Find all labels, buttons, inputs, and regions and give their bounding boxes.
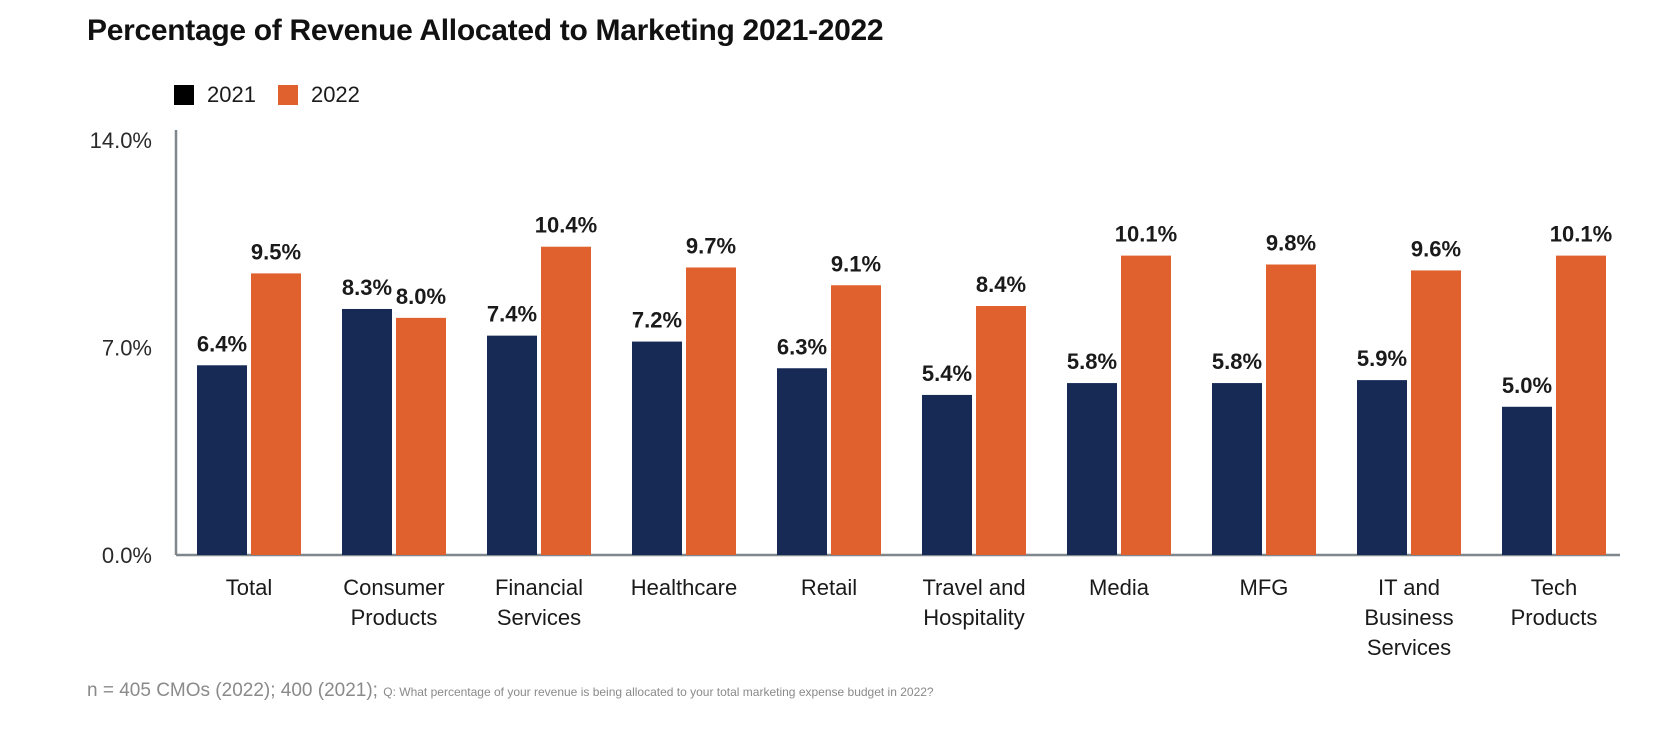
data-label-2021: 5.0% bbox=[1502, 373, 1552, 398]
bar-2021 bbox=[922, 394, 972, 555]
x-tick-label: Retail bbox=[801, 575, 857, 600]
data-label-2022: 10.1% bbox=[1550, 222, 1612, 247]
bar-2022 bbox=[251, 273, 301, 555]
data-label-2021: 6.4% bbox=[197, 331, 247, 356]
x-tick-label: Tech Products bbox=[1511, 575, 1598, 630]
chart-title: Percentage of Revenue Allocated to Marke… bbox=[87, 14, 884, 47]
data-label-2021: 5.4% bbox=[922, 361, 972, 386]
x-tick-label: Total bbox=[226, 575, 272, 600]
x-tick-label: MFG bbox=[1240, 575, 1289, 600]
legend-label-2022: 2022 bbox=[310, 82, 360, 107]
x-tick-label: Travel and Hospitality bbox=[922, 575, 1025, 630]
bar-2021 bbox=[632, 341, 682, 555]
data-label-2021: 5.8% bbox=[1067, 349, 1117, 374]
bar-2022 bbox=[1411, 270, 1461, 555]
bar-2021 bbox=[1067, 383, 1117, 555]
x-tick-label-line: Hospitality bbox=[923, 605, 1024, 630]
x-tick-label-line: Retail bbox=[801, 575, 857, 600]
bar-2022 bbox=[976, 306, 1026, 555]
x-tick-label-line: Business bbox=[1364, 605, 1453, 630]
data-label-2022: 10.4% bbox=[535, 213, 597, 238]
y-tick-label: 0.0% bbox=[102, 543, 152, 568]
bar-2022 bbox=[396, 317, 446, 555]
bar-2022 bbox=[541, 246, 591, 555]
footnote: n = 405 CMOs (2022); 400 (2021); Q: What… bbox=[87, 680, 934, 702]
x-tick-label-line: Tech bbox=[1531, 575, 1577, 600]
x-tick-label-line: Products bbox=[1511, 605, 1598, 630]
bar-2021 bbox=[1357, 380, 1407, 555]
x-tick-label-line: Healthcare bbox=[631, 575, 737, 600]
legend-swatch-2022 bbox=[277, 85, 298, 105]
x-tick-label-line: MFG bbox=[1240, 575, 1289, 600]
y-tick-label: 7.0% bbox=[102, 336, 152, 361]
legend-item-2021: 2021 bbox=[174, 82, 256, 108]
x-tick-label: Media bbox=[1089, 575, 1150, 600]
x-tick-label-line: Financial bbox=[495, 575, 583, 600]
data-label-2022: 9.5% bbox=[251, 239, 301, 264]
bar-2021 bbox=[487, 335, 537, 555]
data-label-2022: 8.0% bbox=[396, 284, 446, 309]
bar-2021 bbox=[1502, 406, 1552, 555]
legend-swatch-2021 bbox=[174, 85, 194, 105]
data-label-2021: 5.8% bbox=[1212, 349, 1262, 374]
bar-2021 bbox=[197, 365, 247, 555]
data-label-2022: 8.4% bbox=[976, 272, 1026, 297]
x-tick-label-line: IT and bbox=[1378, 575, 1440, 600]
x-tick-label-line: Travel and bbox=[922, 575, 1025, 600]
x-tick-label-line: Services bbox=[1367, 635, 1451, 660]
x-tick-label-line: Total bbox=[226, 575, 272, 600]
x-tick-label: Financial Services bbox=[495, 575, 583, 630]
bar-2021 bbox=[1212, 383, 1262, 555]
data-label-2022: 9.1% bbox=[831, 251, 881, 276]
data-label-2021: 7.2% bbox=[632, 308, 682, 333]
bar-2022 bbox=[1556, 255, 1606, 555]
data-label-2021: 6.3% bbox=[777, 334, 827, 359]
x-tick-label: IT and Business Services bbox=[1364, 575, 1453, 660]
bar-2022 bbox=[686, 267, 736, 555]
data-label-2021: 5.9% bbox=[1357, 346, 1407, 371]
bar-2022 bbox=[1121, 255, 1171, 555]
footnote-sample-size: n = 405 CMOs (2022); 400 (2021); bbox=[87, 680, 378, 701]
x-tick-label: Consumer Products bbox=[343, 575, 444, 630]
legend-item-2022: 2022 bbox=[277, 82, 360, 108]
data-label-2021: 8.3% bbox=[342, 275, 392, 300]
x-tick-label: Healthcare bbox=[631, 575, 737, 600]
footnote-question: Q: What percentage of your revenue is be… bbox=[383, 685, 934, 699]
x-tick-label-line: Media bbox=[1089, 575, 1150, 600]
x-tick-label-line: Consumer bbox=[343, 575, 444, 600]
bar-2021 bbox=[342, 308, 392, 555]
x-tick-label-line: Products bbox=[351, 605, 438, 630]
data-label-2022: 9.7% bbox=[686, 233, 736, 258]
y-tick-label: 14.0% bbox=[90, 128, 152, 153]
bar-2022 bbox=[1266, 264, 1316, 555]
bar-2022 bbox=[831, 285, 881, 555]
x-tick-label-line: Services bbox=[497, 605, 581, 630]
data-label-2022: 10.1% bbox=[1115, 222, 1177, 247]
data-label-2022: 9.6% bbox=[1411, 236, 1461, 261]
chart-legend: 2021 2022 bbox=[174, 82, 382, 108]
data-label-2022: 9.8% bbox=[1266, 231, 1316, 256]
data-label-2021: 7.4% bbox=[487, 302, 537, 327]
legend-label-2021: 2021 bbox=[207, 82, 256, 107]
bar-2021 bbox=[777, 368, 827, 555]
